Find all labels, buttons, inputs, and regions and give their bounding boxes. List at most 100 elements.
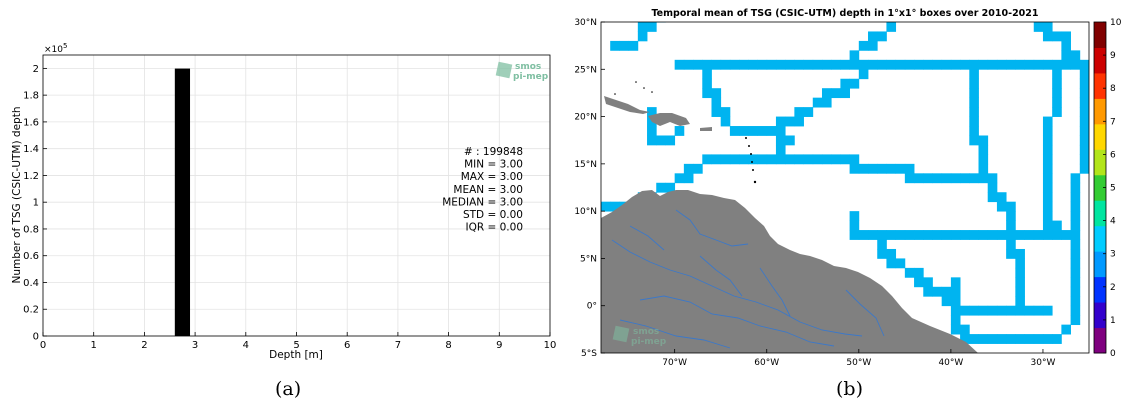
map-box-cell [739,126,749,136]
map-box-cell [739,154,749,165]
map-box-cell [849,59,860,70]
lon-tick-label: 70°W [662,358,687,368]
map-box-cell [1015,334,1025,344]
map-box-cell [941,286,952,297]
map-box-cell [656,135,666,146]
map-box-cell [1079,154,1089,165]
map-box-cell [923,59,933,70]
colorbar-tick-label: 9 [1110,51,1116,61]
lat-tick-label: 5°S [581,349,597,359]
map-box-cell [1042,31,1053,42]
map-box-cell [766,126,777,136]
caribbean-coast-dots [614,81,757,184]
map-box-cell [1070,315,1081,326]
map-box-cell [987,192,998,203]
map-box-cell [904,267,915,278]
map-box-cell [1061,40,1071,51]
map-box-cell [831,88,841,99]
map-box-cell [923,230,933,240]
map-box-cell [895,258,906,269]
map-box-cell [969,78,979,89]
map-box-cell [812,154,823,165]
x-tick-label: 3 [192,340,198,351]
map-box-cell [711,97,722,108]
colorbar-tick-label: 0 [1110,349,1116,359]
histogram-x-ticks: 0 1 2 3 4 5 6 7 8 9 10 [40,332,556,351]
map-box-cell [665,135,676,146]
statistic-line: # : 199848 [464,146,523,158]
map-box-cell [785,59,795,70]
map-box-cell [1079,116,1089,127]
map-box-cell [1042,305,1053,316]
lon-tick-label: 30°W [1031,358,1056,368]
map-box-cell [978,163,989,174]
map-box-cell [1052,69,1062,80]
map-box-cell [619,40,630,51]
map-box-cell [1006,248,1016,259]
map-box-cell [914,277,924,288]
map-box-cell [969,173,979,184]
x-tick-label: 0 [40,340,46,351]
map-box-cell [886,258,897,269]
map-box-cell [858,40,869,51]
map-box-cell [950,315,961,326]
map-box-cell [757,126,768,136]
colorbar-segment [1094,251,1106,278]
map-box-cell [868,230,878,240]
map-box-cell [987,334,998,344]
y-tick-label: 0.4 [23,278,39,289]
colorbar-segment [1094,225,1106,252]
colorbar-segment [1094,98,1106,125]
map-box-cell [960,173,970,184]
map-box-cell [1042,230,1053,240]
map-box-cell [785,135,795,146]
colorbar-segment [1094,200,1106,227]
map-box-cell [840,88,851,99]
map-box-cell [821,97,832,108]
colorbar-segment [1094,327,1106,354]
y-tick-label: 1 [33,198,39,209]
map-box-cell [914,59,924,70]
map-box-cell [665,182,676,193]
map-box-cell [720,107,731,117]
map-box-cell [729,59,740,70]
map-title: Temporal mean of TSG (CSIC-UTM) depth in… [651,8,1038,19]
y-tick-label: 0.8 [23,224,39,235]
logo-mark [495,61,513,79]
map-box-cell [1042,192,1053,203]
map-box-cell [969,88,979,99]
map-box-cell [748,126,758,136]
histogram-y-ticks: 0 0.2 0.4 0.6 0.8 1 1.2 1.4 1.6 1.8 2 [23,64,47,343]
map-box-cell [775,144,786,155]
colorbar-tick-label: 8 [1110,84,1116,94]
map-box-cell [1070,239,1081,250]
colorbar-segment [1094,302,1106,329]
statistic-line: STD = 0.00 [463,209,523,221]
map-box-cell [1061,50,1071,61]
y-tick-label: 0 [33,332,39,343]
map-box-cell [1070,296,1081,307]
caption-a: (a) [275,378,302,400]
map-box-cell [803,59,814,70]
lat-tick-label: 20°N [574,113,597,123]
lon-tick-label: 60°W [754,358,779,368]
map-box-cell [914,173,924,184]
map-box-cell [647,135,657,146]
map-box-cell [674,126,685,136]
map-box-cell [1052,88,1062,99]
river-path [675,209,749,247]
map-box-cell [978,144,989,155]
map-box-cell [923,173,933,184]
map-box-cell [978,154,989,165]
map-box-cell [1070,267,1081,278]
map-box-cell [720,116,731,127]
map-box-cell [757,154,768,165]
map-box-cell [1042,154,1053,165]
map-box-cell [849,163,860,174]
colorbar-segment [1094,72,1106,99]
map-x-ticks: 70°W 60°W 50°W 40°W 30°W [662,349,1055,368]
lon-tick-label: 40°W [938,358,963,368]
map-box-cell [996,201,1007,212]
lat-tick-label: 0° [587,302,597,312]
map-box-cell [978,305,989,316]
